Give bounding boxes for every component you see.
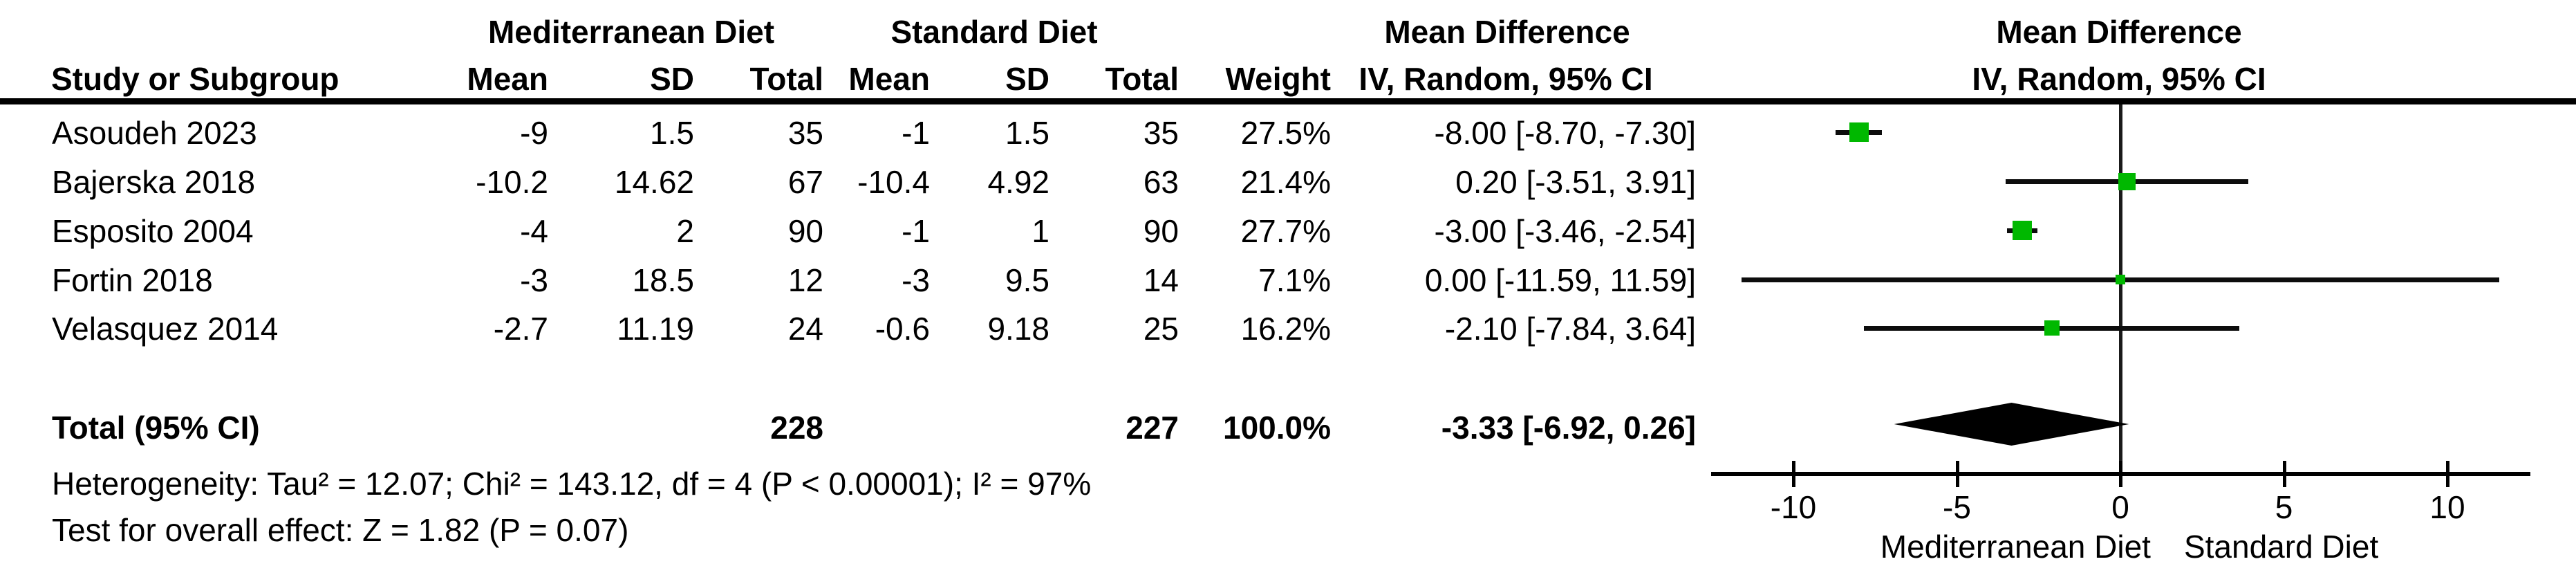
study-marker <box>1849 122 1869 142</box>
med-sd: 1.5 <box>650 115 694 151</box>
favours-left-label: Mediterranean Diet <box>1880 529 2151 565</box>
med-sd: 2 <box>676 213 694 249</box>
std-mean: -10.4 <box>857 164 930 200</box>
std-sd: 4.92 <box>987 164 1049 200</box>
md-ci-value: -2.10 [-7.84, 3.64] <box>1444 311 1696 347</box>
axis-tick <box>1955 461 1959 487</box>
std-mean: -3 <box>902 262 930 298</box>
weight-header: Weight <box>1225 61 1331 97</box>
md-column-title: Mean Difference <box>1384 14 1630 50</box>
axis-tick <box>2119 461 2122 487</box>
std-sd: 9.5 <box>1005 262 1049 298</box>
axis-tick <box>2446 461 2449 487</box>
total-label: Total (95% CI) <box>52 410 260 446</box>
weight-value: 27.7% <box>1240 213 1331 249</box>
study-name: Bajerska 2018 <box>52 164 256 200</box>
study-marker <box>2044 320 2060 336</box>
md-sub-header: IV, Random, 95% CI <box>1359 61 1653 97</box>
med-mean: -4 <box>520 213 548 249</box>
overall-effect-note: Test for overall effect: Z = 1.82 (P = 0… <box>52 512 629 548</box>
plot-title: Mean Difference <box>1996 14 2242 50</box>
weight-value: 16.2% <box>1240 311 1331 347</box>
std-total: 35 <box>1143 115 1179 151</box>
weight-value: 21.4% <box>1240 164 1331 200</box>
med-sd: 18.5 <box>632 262 694 298</box>
favours-right-label: Standard Diet <box>2183 529 2379 565</box>
axis-tick-label: 5 <box>2275 489 2293 525</box>
med-mean: -2.7 <box>493 311 548 347</box>
med-total: 24 <box>787 311 823 347</box>
axis-tick <box>1792 461 1795 487</box>
std-sd: 1 <box>1032 213 1049 249</box>
heterogeneity-note: Heterogeneity: Tau² = 12.07; Chi² = 143.… <box>52 466 1092 502</box>
std-total: 63 <box>1143 164 1179 200</box>
std-sd: 9.18 <box>987 311 1049 347</box>
med-mean: -9 <box>520 115 548 151</box>
med-total: 12 <box>787 262 823 298</box>
axis-tick-label: 0 <box>2111 489 2129 525</box>
med-sd: 14.62 <box>614 164 694 200</box>
group2-header: Standard Diet <box>890 14 1098 50</box>
study-name: Velasquez 2014 <box>52 311 279 347</box>
md-ci-value: 0.20 [-3.51, 3.91] <box>1455 164 1696 200</box>
std-total: 90 <box>1143 213 1179 249</box>
total-med-n: 228 <box>770 410 823 446</box>
weight-value: 27.5% <box>1240 115 1331 151</box>
md-ci-value: -3.00 [-3.46, -2.54] <box>1434 213 1696 249</box>
header-separator <box>0 98 2576 104</box>
axis-tick-label: -5 <box>1943 489 1971 525</box>
md-ci-value: -8.00 [-8.70, -7.30] <box>1434 115 1696 151</box>
std-sd: 1.5 <box>1005 115 1049 151</box>
study-marker <box>2116 275 2125 284</box>
total-md-ci: -3.33 [-6.92, 0.26] <box>1441 410 1696 446</box>
std-mean-header: Mean <box>848 61 930 97</box>
med-mean-header: Mean <box>467 61 548 97</box>
study-marker <box>2118 172 2136 190</box>
zero-reference-line <box>2119 104 2122 474</box>
std-mean: -1 <box>902 213 930 249</box>
med-sd: 11.19 <box>617 311 694 347</box>
med-total: 35 <box>787 115 823 151</box>
std-sd-header: SD <box>1005 61 1049 97</box>
axis-tick-label: 10 <box>2429 489 2465 525</box>
favours-labels: Mediterranean Diet Standard Diet <box>1645 527 2576 566</box>
md-ci-value: 0.00 [-11.59, 11.59] <box>1424 262 1696 298</box>
study-col-header: Study or Subgroup <box>51 61 339 97</box>
std-total: 14 <box>1143 262 1179 298</box>
med-total: 67 <box>787 164 823 200</box>
std-mean: -1 <box>902 115 930 151</box>
std-mean: -0.6 <box>875 311 930 347</box>
med-mean: -10.2 <box>476 164 548 200</box>
total-weight: 100.0% <box>1222 410 1331 446</box>
study-name: Asoudeh 2023 <box>52 115 257 151</box>
std-total-header: Total <box>1105 61 1179 97</box>
med-total: 90 <box>787 213 823 249</box>
weight-value: 7.1% <box>1258 262 1331 298</box>
total-std-n: 227 <box>1126 410 1179 446</box>
std-total: 25 <box>1143 311 1179 347</box>
med-mean: -3 <box>520 262 548 298</box>
study-marker <box>2013 221 2033 240</box>
med-total-header: Total <box>749 61 823 97</box>
axis-tick <box>2282 461 2286 487</box>
plot-sub-header: IV, Random, 95% CI <box>1972 61 2266 97</box>
group1-header: Mediterranean Diet <box>487 14 775 50</box>
study-name: Fortin 2018 <box>52 262 213 298</box>
study-name: Esposito 2004 <box>52 213 254 249</box>
axis-tick-label: -10 <box>1770 489 1817 525</box>
med-sd-header: SD <box>650 61 694 97</box>
